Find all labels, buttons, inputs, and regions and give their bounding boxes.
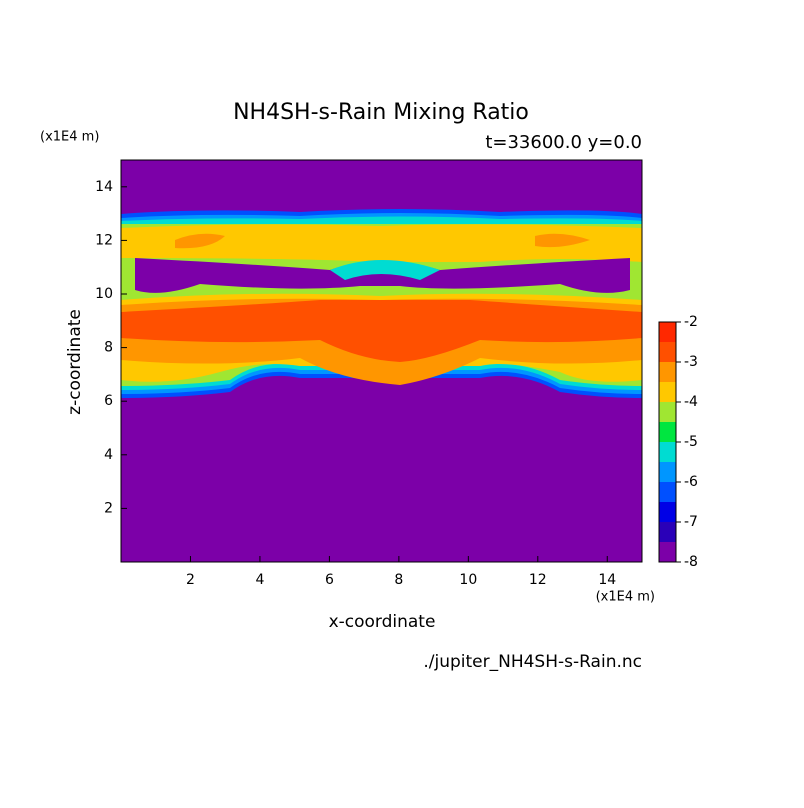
- x-tick-label: 14: [598, 572, 616, 588]
- x-tick-label: 12: [529, 572, 547, 588]
- colorbar-tick-label: -2: [684, 314, 698, 330]
- y-tick-label: 2: [104, 500, 113, 516]
- colorbar-tick-label: -5: [684, 434, 698, 450]
- contour-region: [330, 260, 440, 280]
- y-tick-label: 10: [95, 286, 113, 302]
- y-tick-label: 6: [104, 393, 113, 409]
- colorbar-segment: [659, 422, 676, 442]
- colorbar-segment: [659, 462, 676, 482]
- colorbar-tick-label: -6: [684, 474, 698, 490]
- plot-frame: [120, 159, 643, 563]
- colorbar-segment: [659, 502, 676, 522]
- colorbar-segment: [659, 322, 676, 342]
- x-tick-label: 10: [459, 572, 477, 588]
- y-tick-label: 4: [104, 447, 113, 463]
- x-unit: (x1E4 m): [596, 590, 655, 605]
- x-tick-label: 6: [325, 572, 334, 588]
- y-tick-label: 14: [95, 179, 113, 195]
- x-tick-label: 2: [186, 572, 195, 588]
- colorbar-segment: [659, 402, 676, 422]
- colorbar-tick-label: -8: [684, 554, 698, 570]
- contour-field: [121, 160, 642, 562]
- ticks: 2 4 6 8 10 12 14 2 4 6 8 10 12 14: [95, 179, 616, 588]
- contour-region: [121, 224, 642, 262]
- chart-title: NH4SH-s-Rain Mixing Ratio: [233, 100, 529, 125]
- contour-region: [175, 233, 590, 249]
- colorbar: -8 -7 -6 -5 -4 -3 -2: [658, 314, 698, 570]
- y-tick-label: 8: [104, 340, 113, 356]
- colorbar-tick-label: -3: [684, 354, 698, 370]
- y-unit: (x1E4 m): [40, 130, 99, 145]
- chart-subtitle: t=33600.0 y=0.0: [485, 132, 642, 153]
- colorbar-segment: [659, 522, 676, 542]
- colorbar-segment: [659, 542, 676, 562]
- x-tick-label: 4: [255, 572, 264, 588]
- colorbar-tick-label: -7: [684, 514, 698, 530]
- colorbar-segment: [659, 482, 676, 502]
- colorbar-segment: [659, 442, 676, 462]
- y-tick-label: 12: [95, 232, 113, 248]
- colorbar-segment: [659, 382, 676, 402]
- y-axis-label: z-coordinate: [65, 309, 85, 415]
- source-label: ./jupiter_NH4SH-s-Rain.nc: [423, 652, 642, 672]
- colorbar-segment: [659, 342, 676, 362]
- x-tick-label: 8: [394, 572, 403, 588]
- contour-region: [121, 300, 642, 362]
- colorbar-segment: [659, 362, 676, 382]
- colorbar-tick-label: -4: [684, 394, 698, 410]
- contour-region: [135, 258, 630, 293]
- x-axis-label: x-coordinate: [329, 612, 436, 632]
